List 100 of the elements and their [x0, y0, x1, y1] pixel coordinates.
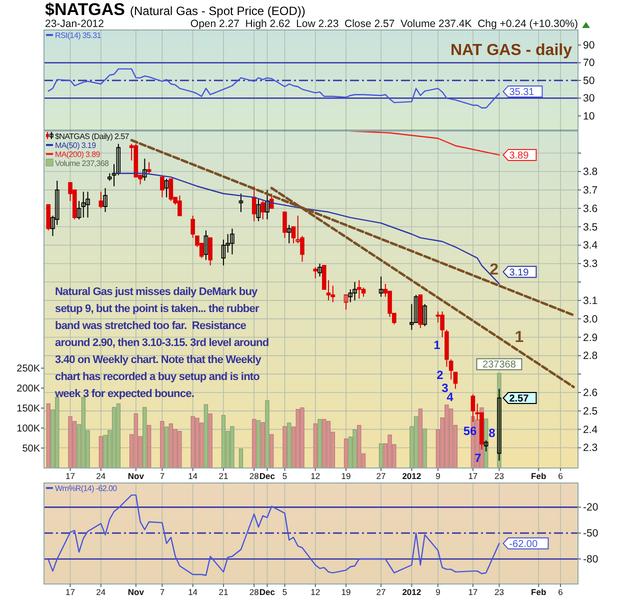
data-label: 35.31	[509, 86, 535, 98]
x-tick-label: 17	[468, 587, 478, 597]
bar	[256, 420, 261, 468]
candlestick	[313, 266, 318, 279]
y-tick-label: 10	[583, 110, 595, 122]
y-tick-label: 2.5	[583, 405, 598, 418]
x-tick-label: 7	[160, 587, 165, 597]
x-tick-label: 21	[218, 471, 228, 481]
candlestick	[103, 188, 108, 213]
y-tick-label: 2.8	[583, 350, 598, 362]
candlestick	[221, 239, 226, 266]
y-tick-label: 2.3	[583, 442, 598, 454]
text: MA(50) 3.19	[55, 141, 97, 150]
x-tick-label: Dec	[259, 471, 276, 481]
bar	[142, 407, 147, 468]
bar	[313, 423, 318, 468]
candlestick	[146, 162, 152, 174]
data-label: 3.19	[509, 267, 530, 278]
legend-label: Wm%R(14) -62.00	[55, 484, 118, 493]
candlestick	[422, 304, 427, 327]
candlestick	[318, 263, 322, 277]
candlestick	[453, 372, 458, 390]
x-tick-label: 14	[188, 471, 198, 481]
candlestick	[282, 212, 287, 238]
x-tick-label: 23	[494, 587, 504, 597]
line-series	[48, 494, 500, 576]
y-tick-label: 3.5	[583, 221, 598, 234]
y-tick-label: 70	[583, 57, 595, 70]
candlestick	[378, 276, 384, 298]
bar	[326, 421, 331, 468]
series-label: 1	[514, 329, 524, 346]
x-tick-label: Nov	[128, 587, 144, 597]
y2-tick-label: 150K	[16, 404, 40, 415]
y-tick-label: 3.8	[583, 166, 598, 178]
candlestick	[286, 224, 292, 244]
x-tick-label: 2012	[402, 587, 422, 597]
candlestick	[265, 189, 270, 220]
candlestick	[160, 176, 164, 198]
y-tick-label: 30	[583, 92, 595, 105]
bar	[265, 400, 270, 468]
data-label: 3.89	[509, 150, 530, 162]
text: 23-Jan-2012	[45, 18, 104, 30]
y-tick-label: 2.6	[583, 386, 598, 399]
y-tick-label: 3.4	[583, 240, 598, 252]
data-label: -62.00	[509, 538, 538, 550]
y-tick-label: 3.7	[583, 184, 598, 196]
x-tick-label: 6	[558, 587, 564, 597]
x-tick-label: 12	[310, 587, 320, 597]
text: MA(200) 3.89	[55, 150, 101, 159]
annotation: 3	[442, 381, 449, 395]
x-tick-label: 9	[436, 471, 441, 481]
data-label: 237368	[482, 360, 516, 371]
bar	[98, 436, 103, 468]
candlestick	[46, 204, 51, 231]
bar	[221, 415, 226, 468]
candlestick	[484, 440, 488, 452]
bar	[252, 419, 256, 468]
bar	[282, 426, 287, 468]
x-tick-label: 7	[160, 471, 165, 481]
candlestick	[164, 178, 169, 198]
x-tick-label: 24	[96, 471, 106, 481]
bar	[287, 422, 292, 468]
x-tick-label: 28	[249, 471, 260, 481]
y2-tick-label: 250K	[16, 364, 40, 375]
candlestick	[256, 198, 261, 222]
x-tick-label: 5	[282, 471, 288, 481]
bar	[46, 403, 50, 468]
candlestick	[361, 287, 366, 298]
annotation: 2	[436, 368, 444, 382]
x-tick-label: 2012	[402, 471, 422, 481]
annotation: 56	[463, 424, 477, 438]
x-tick-label: 6	[558, 471, 564, 481]
candlestick	[357, 280, 362, 300]
y2-tick-label: 200K	[16, 384, 40, 395]
text: 2.57	[509, 394, 529, 405]
y-tick-label: -20	[583, 502, 598, 514]
y2-tick-label: 100K	[16, 424, 40, 435]
bar	[270, 434, 274, 468]
bar	[147, 425, 152, 468]
candlestick	[208, 237, 212, 266]
annotation: Natural Gas just misses daily DeMark buy setup 9, but the point is taken... the rubber band was stretched too far. Resistance around 2.90, then 3.10-3.15. 3rd level around 3.40 on Weekly chart. Note that the Weekly chart has recorded a buy setup and is into week 3 for expected bounce.	[54, 286, 269, 400]
bar	[116, 403, 120, 468]
candlestick	[269, 193, 274, 209]
annotation: 1	[434, 338, 441, 352]
x-tick-label: 5	[282, 587, 288, 597]
y-tick-label: 3.6	[583, 202, 598, 215]
bar	[318, 419, 322, 468]
bar	[238, 448, 244, 468]
chart-subtitle: (Natural Gas - Spot Price (EOD))	[130, 4, 306, 18]
y-tick-label: 2.9	[583, 332, 598, 344]
text: Open 2.27 High 2.62 Low 2.23 Close 2.57 Volume 237.4K Chg +0.24 (+10.30%)	[190, 18, 578, 30]
x-tick-label: 19	[341, 471, 352, 481]
series-label: 2	[490, 262, 499, 279]
y-tick-label: -50	[583, 528, 598, 540]
annotation: 7	[474, 451, 482, 465]
legend-label: $NATGAS (Daily) 2.57	[55, 132, 130, 141]
candlestick	[142, 158, 147, 182]
annotation: 4	[446, 390, 454, 404]
candlestick	[204, 230, 208, 260]
candlestick	[260, 200, 265, 220]
